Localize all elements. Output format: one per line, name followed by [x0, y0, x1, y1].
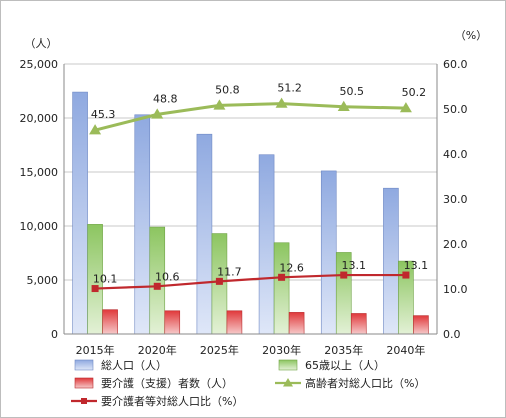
data-label-4-5: 13.1 — [404, 259, 429, 272]
line-marker-4-2 — [215, 277, 223, 285]
left-axis-unit: （人） — [25, 37, 58, 50]
legend-marker-3 — [283, 378, 293, 387]
data-label-4-4: 13.1 — [342, 259, 367, 272]
data-labels: 45.3 48.8 50.8 51.2 50.5 50.2 10.1 10.6 11.7 12.6… — [91, 82, 428, 286]
data-label-3-4: 50.5 — [340, 85, 365, 98]
x-tick-label: 2020年 — [138, 343, 177, 357]
x-tick-label: 2015年 — [76, 343, 115, 357]
bar-2-2 — [226, 310, 243, 335]
x-tick-label: 2035年 — [324, 343, 363, 357]
legend-label-0: 総人口（人） — [101, 358, 167, 372]
line-series-4 — [95, 273, 406, 290]
line-marker-4-0 — [91, 285, 99, 293]
line-marker-3-0 — [89, 124, 102, 135]
line-marker-4-3 — [278, 273, 286, 281]
left-tick-label: 5,000 — [27, 274, 59, 287]
x-tick-label: 2025年 — [200, 343, 239, 357]
bar-2-4 — [350, 313, 367, 335]
right-tick-label: 10.0 — [443, 283, 468, 296]
data-label-3-3: 51.2 — [277, 82, 302, 95]
data-label-3-5: 50.2 — [402, 86, 427, 99]
right-axis-unit: （%） — [455, 29, 487, 42]
right-tick-label: 30.0 — [443, 193, 468, 206]
bar-0-3 — [258, 154, 275, 335]
bar-0-1 — [134, 114, 151, 335]
right-tick-label: 0.0 — [443, 328, 461, 341]
legend-label-2: 要介護（支援）者数（人） — [101, 376, 233, 390]
data-label-3-0: 45.3 — [91, 108, 116, 121]
line-marker-3-3 — [275, 97, 288, 108]
legend-swatch-1 — [278, 359, 298, 371]
line-marker-4-4 — [340, 271, 348, 279]
bar-0-0 — [72, 91, 88, 335]
axes: 0 5,000 10,000 15,000 20,000 25,000 0.0 10.0 20.… — [20, 29, 488, 357]
x-tick-label: 2040年 — [386, 343, 425, 357]
data-label-4-3: 12.6 — [279, 261, 304, 274]
bar-2-0 — [102, 309, 118, 335]
left-tick-label: 15,000 — [20, 166, 59, 179]
legend-swatch-2 — [74, 377, 94, 389]
left-tick-label: 25,000 — [20, 58, 59, 71]
lines — [89, 97, 412, 293]
line-marker-3-5 — [399, 102, 412, 113]
legend-label-1: 65歳以上（人） — [305, 359, 385, 372]
data-label-4-0: 10.1 — [93, 273, 118, 286]
legend: 総人口（人） 65歳以上（人） 要介護（支援）者数（人） 高齢者対総人口比（%） 要介護… — [71, 358, 425, 408]
right-tick-label: 50.0 — [443, 103, 468, 116]
bar-2-5 — [413, 315, 429, 335]
line-marker-3-4 — [337, 100, 350, 111]
legend-label-4: 要介護者等対総人口比（%） — [101, 394, 243, 408]
line-marker-3-2 — [213, 99, 226, 110]
left-tick-label: 0 — [51, 328, 58, 341]
line-series-3 — [94, 102, 406, 132]
right-tick-label: 20.0 — [443, 238, 468, 251]
data-label-3-2: 50.8 — [215, 83, 240, 96]
bar-2-1 — [164, 310, 181, 335]
legend-swatch-0 — [74, 359, 94, 371]
bar-2-3 — [288, 312, 305, 335]
left-tick-label: 10,000 — [20, 220, 59, 233]
bar-1-3 — [273, 242, 290, 335]
bar-0-2 — [196, 133, 213, 335]
line-marker-3-1 — [151, 108, 164, 119]
data-label-4-2: 11.7 — [217, 265, 242, 278]
right-tick-label: 40.0 — [443, 148, 468, 161]
x-tick-label: 2030年 — [262, 343, 301, 357]
data-label-3-1: 48.8 — [153, 92, 178, 105]
gridlines — [64, 63, 437, 281]
bars — [72, 91, 429, 335]
line-marker-4-1 — [153, 282, 161, 290]
right-tick-label: 60.0 — [443, 58, 468, 71]
bar-0-5 — [383, 187, 399, 335]
left-tick-label: 20,000 — [20, 112, 59, 125]
legend-label-3: 高齢者対総人口比（%） — [305, 376, 425, 390]
legend-marker-4 — [81, 398, 87, 404]
bar-0-4 — [320, 170, 337, 335]
line-marker-4-5 — [402, 271, 410, 279]
data-label-4-1: 10.6 — [155, 270, 180, 283]
